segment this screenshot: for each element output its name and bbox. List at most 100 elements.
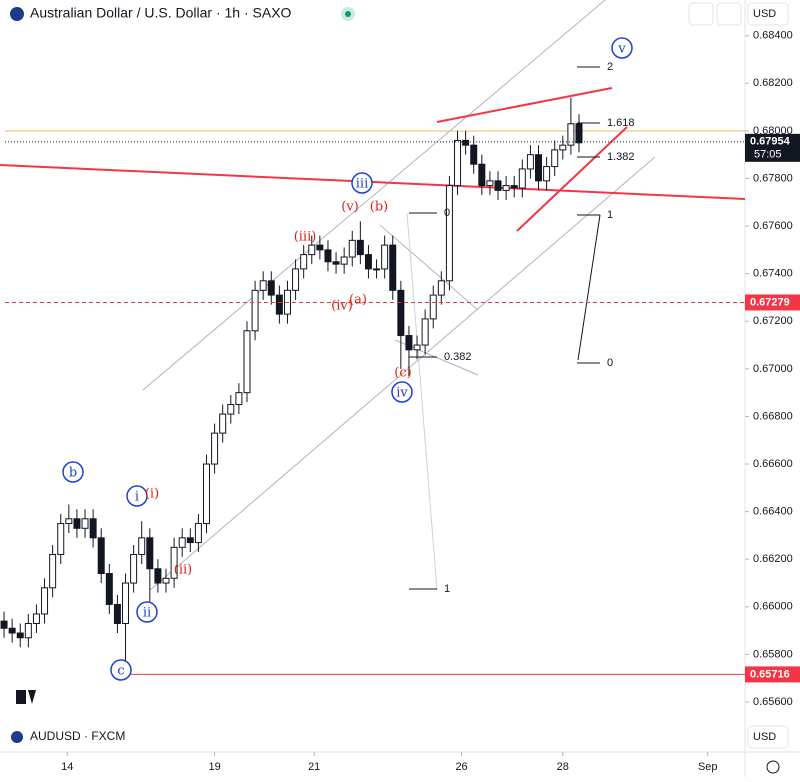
fullscreen-button[interactable] <box>716 2 742 26</box>
fib-label: 0 <box>607 357 613 369</box>
symbol-title: Australian Dollar / U.S. Dollar · 1h · S… <box>30 5 292 21</box>
candle-body <box>437 280 445 296</box>
x-tick-label: 21 <box>308 761 320 773</box>
candle-body <box>332 261 340 265</box>
currency: USD <box>753 8 776 20</box>
candle-body <box>543 166 551 182</box>
candle-body <box>478 163 486 187</box>
candle-body <box>559 144 567 151</box>
wave-circle <box>110 659 132 681</box>
fib-leg <box>577 214 601 361</box>
y-tick-label: 0.66200 <box>753 553 793 565</box>
wave-label: (i) <box>145 487 159 502</box>
candle-body <box>89 518 97 539</box>
candle-body <box>113 603 121 624</box>
y-tick-label: 0.65800 <box>753 648 793 660</box>
candle-body <box>421 318 429 346</box>
candle-body <box>397 289 405 337</box>
candle-body <box>510 185 518 189</box>
status-dot <box>345 11 351 17</box>
wave-label: (a) <box>349 293 367 308</box>
candle-body <box>57 523 65 555</box>
candle-body <box>162 577 170 584</box>
candle-body <box>405 335 413 351</box>
y-tick-label: 0.68400 <box>753 30 793 42</box>
settings-button[interactable] <box>766 760 780 774</box>
wave-label: ii <box>143 606 151 621</box>
candle-body <box>202 463 210 525</box>
wave-label: (v) <box>341 200 359 215</box>
wave-circle <box>391 381 413 403</box>
y-tick-label: 0.67800 <box>753 172 793 184</box>
candle-body <box>97 537 105 575</box>
wave-circle <box>62 461 84 483</box>
candle-body <box>267 280 275 296</box>
fib-levels <box>409 66 600 590</box>
candle-body <box>373 268 381 271</box>
currency-button[interactable] <box>747 2 789 26</box>
wave-label: (iii) <box>294 230 317 245</box>
flag-icon <box>11 731 23 743</box>
wave-circle <box>126 485 148 507</box>
candle-body <box>275 294 283 315</box>
wave-circle <box>611 37 633 59</box>
y-tick-label: 0.66600 <box>753 458 793 470</box>
x-tick-label: Sep <box>698 761 718 773</box>
candle-body <box>567 123 575 146</box>
candle-body <box>170 546 178 579</box>
price-label-box <box>745 666 800 683</box>
footer-symbol: AUDUSD · FXCM <box>30 729 125 743</box>
candle-body <box>300 254 308 270</box>
candle-body <box>502 185 510 191</box>
candle-body <box>49 553 57 589</box>
price-label: 0.67954 <box>750 136 791 148</box>
wave-label: v <box>617 42 626 57</box>
y-tick-label: 0.67600 <box>753 220 793 232</box>
candle-body <box>389 244 397 291</box>
candle-body <box>292 268 300 291</box>
y-tick-label: 0.66400 <box>753 506 793 518</box>
fib-label: 1 <box>607 209 613 221</box>
candle-body <box>535 154 543 182</box>
candle-body <box>381 244 389 270</box>
candle-body <box>130 553 138 584</box>
wave-label: b <box>69 466 77 481</box>
channel-line <box>149 156 656 591</box>
fib-label: 2 <box>607 61 613 73</box>
candle-body <box>494 180 502 191</box>
candle-body <box>486 180 494 187</box>
fib-label: 1 <box>444 583 450 595</box>
x-tick-label: 26 <box>455 761 467 773</box>
candle-body <box>243 330 251 394</box>
wave-label: i <box>135 490 139 505</box>
candle-body <box>575 123 583 144</box>
price-label: 0.67279 <box>750 296 790 308</box>
currency-button[interactable] <box>747 725 789 749</box>
candle-body <box>65 518 73 525</box>
channel-line <box>142 0 606 391</box>
candle-body <box>154 568 162 584</box>
candle-body <box>235 392 243 406</box>
fib-label: 0.382 <box>444 351 472 363</box>
candle-body <box>348 239 356 258</box>
y-tick-label: 0.67000 <box>753 363 793 375</box>
candle-body <box>445 185 453 282</box>
x-tick-label: 28 <box>557 761 569 773</box>
candle-body <box>8 627 16 634</box>
price-label: 0.65716 <box>750 668 790 680</box>
currency: USD <box>753 731 776 743</box>
candle-body <box>81 518 89 529</box>
candle-body <box>316 244 324 251</box>
candle-body <box>122 582 130 624</box>
candle-body <box>364 254 372 270</box>
wave-label: iv <box>396 386 408 401</box>
download-button[interactable] <box>688 2 714 26</box>
logo <box>16 690 36 704</box>
candle-body <box>526 154 534 170</box>
y-tick-label: 0.67400 <box>753 268 793 280</box>
wave-circle <box>136 601 158 623</box>
candle-body <box>186 537 194 544</box>
fib-label: 1.618 <box>607 117 635 129</box>
wave-label: (ii) <box>174 563 192 578</box>
candle-body <box>219 413 227 434</box>
